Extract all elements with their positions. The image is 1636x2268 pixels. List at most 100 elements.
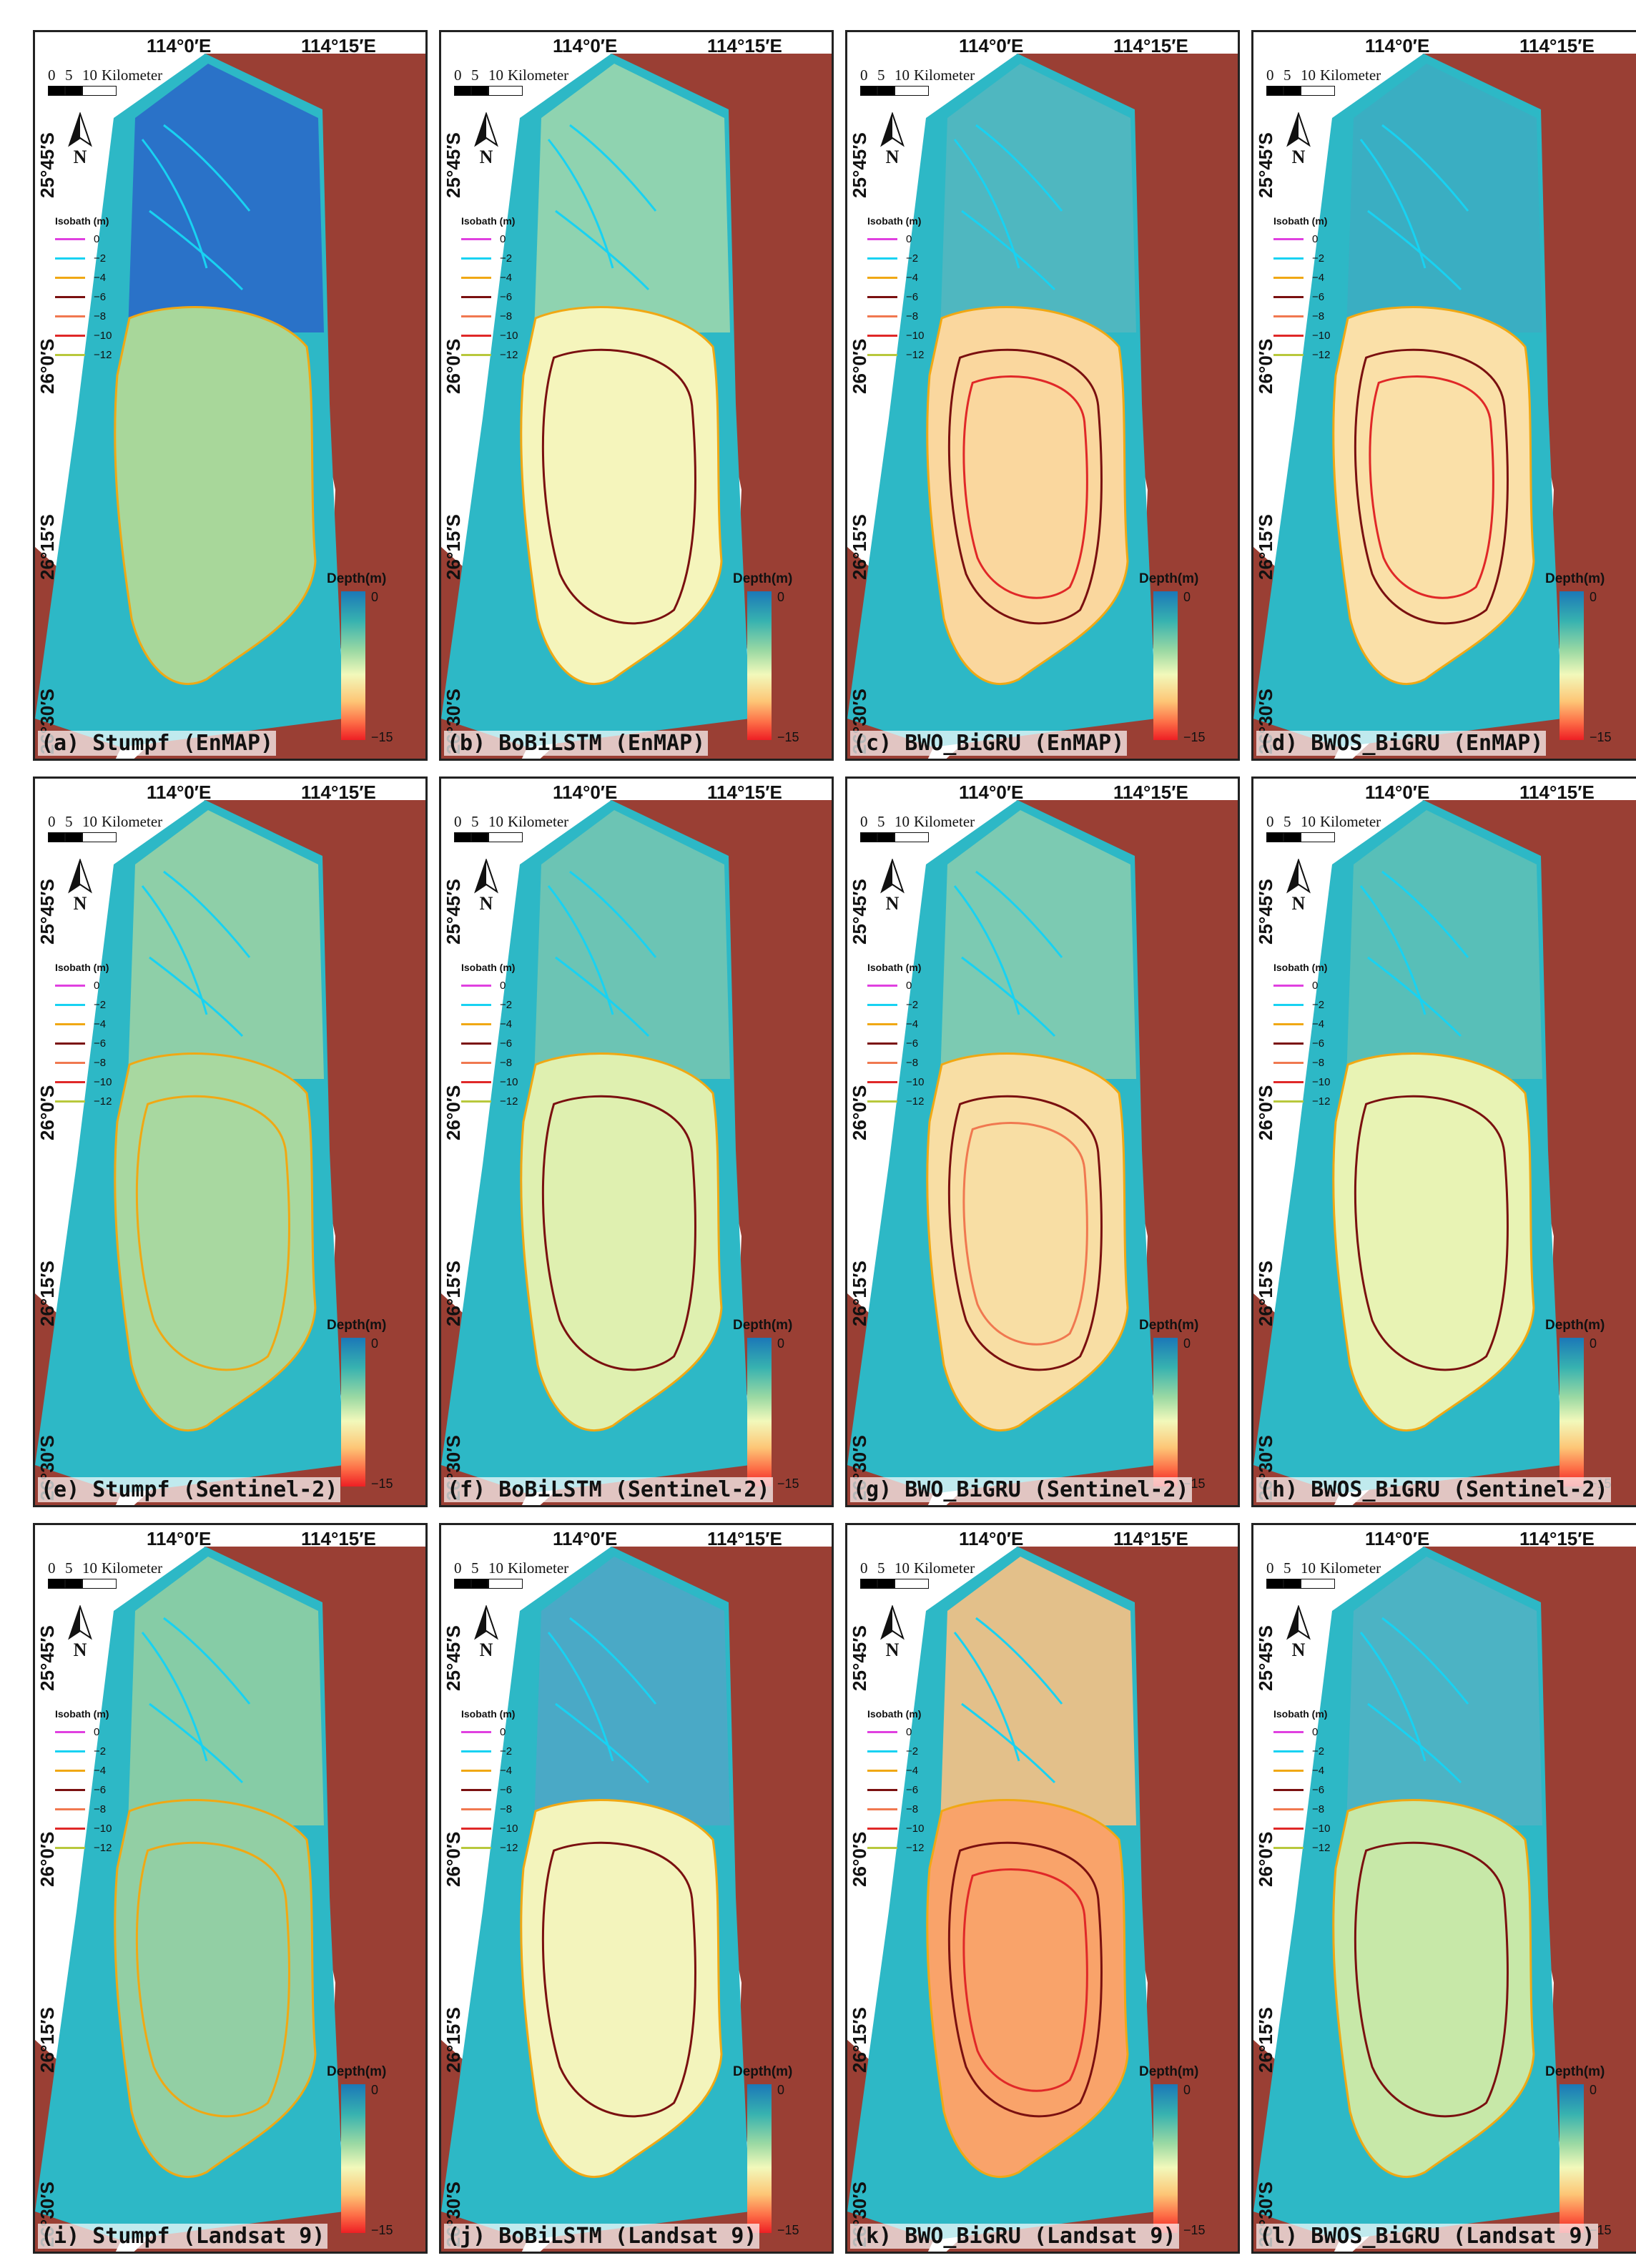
legend-item: −4	[867, 1015, 924, 1034]
scale-segment	[471, 86, 488, 96]
legend-swatch	[1273, 1808, 1304, 1810]
channel-isobath	[569, 1617, 657, 1705]
scale-segment	[877, 86, 895, 96]
isobath-contour	[135, 1841, 290, 2118]
legend-item: 0	[55, 230, 112, 249]
legend-swatch	[867, 1770, 897, 1772]
legend-item: −6	[867, 287, 924, 307]
scale-number: 5	[65, 813, 73, 830]
longitude-label: 114°15′E	[301, 1528, 376, 1549]
scale-unit: Kilometer	[914, 66, 975, 84]
legend-label: −6	[500, 1037, 513, 1050]
legend-label: −10	[1312, 1823, 1331, 1835]
panel-caption: (i) Stumpf (Landsat 9)	[38, 2224, 328, 2249]
legend-label: −8	[94, 1057, 107, 1069]
legend-item: −8	[1273, 1053, 1330, 1073]
channel-isobath	[975, 124, 1063, 212]
scale-bar: 0 5 10 Kilometer	[1266, 813, 1381, 842]
legend-swatch	[867, 315, 897, 317]
legend-item: −4	[55, 268, 112, 287]
map-panel: 114°0′E 114°15′E 25°45′S 26°0′S 26°15′S 26°30…	[845, 1523, 1240, 2254]
scale-number: 10	[82, 1559, 97, 1577]
legend-title: Isobath (m)	[55, 1708, 109, 1720]
channel-isobath	[961, 1702, 1056, 1784]
scale-number: 5	[65, 1559, 73, 1577]
channel-isobath	[1359, 885, 1426, 1015]
bay-area	[114, 1799, 317, 2178]
channel-isobath	[953, 139, 1020, 269]
legend-label: −10	[1312, 1076, 1331, 1088]
legend-label: −8	[1312, 1057, 1325, 1069]
scale-segment	[454, 1579, 471, 1589]
scale-unit: Kilometer	[508, 813, 569, 830]
legend-title: Isobath (m)	[55, 215, 109, 227]
legend-label: −6	[906, 1037, 919, 1050]
scale-segment	[877, 832, 895, 842]
legend-swatch	[55, 1062, 85, 1064]
isobath-contour	[947, 1841, 1103, 2118]
legend-label: −10	[906, 1076, 925, 1088]
legend-swatch	[867, 1100, 897, 1103]
legend-item: −10	[867, 1073, 924, 1092]
scale-number: 0	[1266, 66, 1274, 84]
scale-number: 10	[82, 66, 97, 84]
scale-segment	[488, 1579, 523, 1589]
legend-label: 0	[906, 233, 912, 245]
legend-label: −2	[94, 999, 107, 1011]
channel-isobath	[163, 124, 251, 212]
legend-label: 0	[1312, 1726, 1319, 1738]
bay-area	[520, 1799, 723, 2178]
scale-unit: Kilometer	[914, 813, 975, 830]
scale-number: 0	[48, 813, 56, 830]
legend-swatch	[461, 257, 491, 260]
legend-label: 0	[500, 980, 506, 992]
legend-item: 0	[867, 230, 924, 249]
channel-isobath	[953, 885, 1020, 1015]
legend-swatch	[461, 1062, 491, 1064]
latitude-label: 26°15′S	[36, 514, 58, 580]
scale-unit: Kilometer	[1320, 66, 1381, 84]
legend-label: −4	[906, 1018, 919, 1030]
legend-item: −12	[1273, 1092, 1330, 1111]
legend-item: −8	[461, 307, 518, 326]
legend-label: −8	[906, 1057, 919, 1069]
land-east	[1352, 800, 1636, 1505]
scale-bar: 0 5 10 Kilometer	[48, 813, 162, 842]
legend-swatch	[461, 1042, 491, 1045]
legend-label: 0	[500, 233, 506, 245]
land-east	[134, 54, 425, 759]
scale-segment	[860, 1579, 877, 1589]
scale-segment	[471, 1579, 488, 1589]
isobath-legend: Isobath (m) 0 −2 −4 −6 −8 −10 −12	[867, 1708, 924, 1858]
scale-unit: Kilometer	[508, 1559, 569, 1577]
scale-number: 10	[895, 1559, 910, 1577]
map-panel: 114°0′E 114°15′E 25°45′S 26°0′S 26°15′S 26°30…	[845, 776, 1240, 1507]
north-arrow-icon	[1286, 112, 1311, 147]
north-arrow-icon	[1286, 859, 1311, 894]
legend-item: −2	[867, 1742, 924, 1761]
legend-swatch	[461, 238, 491, 240]
legend-swatch	[867, 1062, 897, 1064]
scale-segment	[1283, 832, 1301, 842]
legend-swatch	[1273, 1042, 1304, 1045]
depth-max-label: 0	[777, 1336, 785, 1351]
legend-label: −2	[500, 1745, 513, 1757]
depth-max-label: 0	[1590, 590, 1597, 604]
legend-swatch	[55, 315, 85, 317]
latitude-label: 25°45′S	[1255, 132, 1276, 198]
longitude-label: 114°15′E	[707, 35, 782, 56]
map-panel: 114°0′E 114°15′E 25°45′S 26°0′S 26°15′S 26°30…	[33, 1523, 428, 2254]
latitude-label: 26°15′S	[443, 1261, 464, 1326]
depth-max-label: 0	[777, 590, 785, 604]
scale-number: 10	[488, 813, 503, 830]
panel-caption: (d) BWOS_BiGRU (EnMAP)	[1256, 731, 1547, 756]
legend-item: −12	[867, 1092, 924, 1111]
scale-number: 5	[1283, 66, 1291, 84]
depth-colorbar: Depth(m)0−15	[1545, 1318, 1612, 1491]
longitude-label: 114°15′E	[1519, 1528, 1595, 1549]
map-panel: 114°0′E 114°15′E 25°45′S 26°0′S 26°15′S 26°30…	[1251, 776, 1636, 1507]
legend-item: −10	[867, 1819, 924, 1838]
legend-title: Isobath (m)	[1273, 1708, 1328, 1720]
isobath-legend: Isobath (m) 0 −2 −4 −6 −8 −10 −12	[55, 1708, 112, 1858]
legend-item: 0	[1273, 230, 1330, 249]
